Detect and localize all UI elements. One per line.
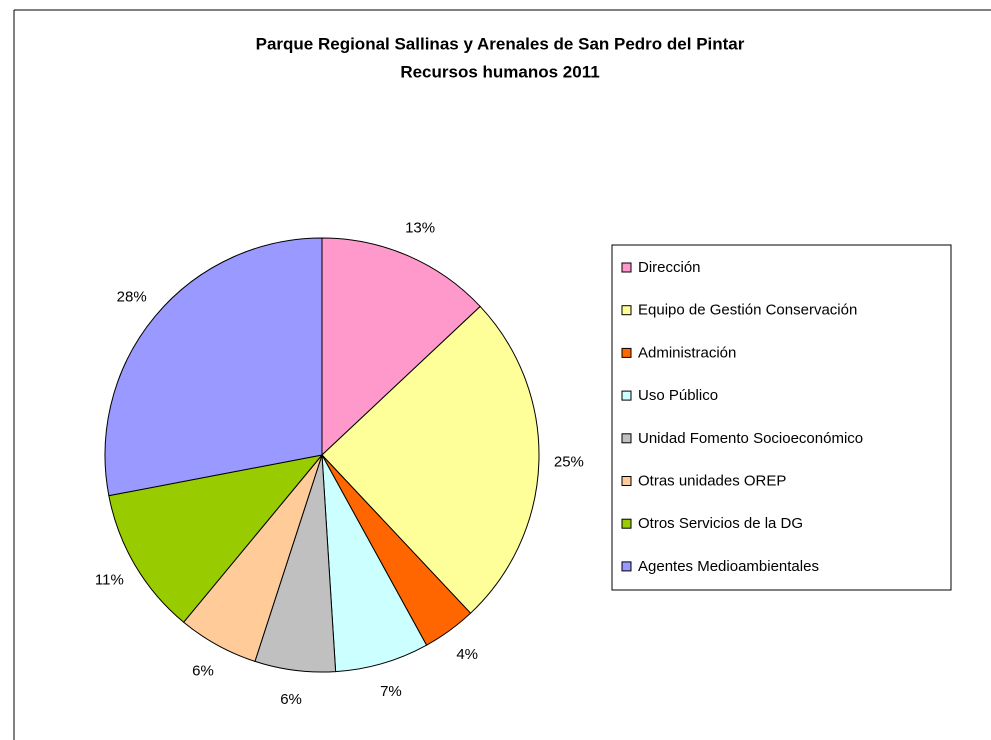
data-label: 11% [95,572,124,589]
legend-label: Agentes Medioambientales [638,558,819,575]
chart-subtitle: Recursos humanos 2011 [400,62,599,81]
legend-label: Equipo de Gestión Conservación [638,302,857,319]
legend-swatch [621,518,632,529]
data-label: 7% [380,683,402,700]
chart-title: Parque Regional Sallinas y Arenales de S… [256,34,745,53]
legend-swatch [621,561,632,572]
data-label: 6% [192,662,214,679]
pie-slice [108,454,324,623]
pie-slice [321,237,481,457]
legend-swatch [621,433,632,444]
legend-label: Otros Servicios de la DG [638,515,803,532]
legend-label: Uso Público [638,387,718,404]
legend-swatch [621,305,632,316]
pie-slice [104,237,323,497]
legend-label: Otras unidades OREP [638,472,786,489]
legend-swatch [621,390,632,401]
legend-swatch [621,347,632,358]
legend-label: Unidad Fomento Socioeconómico [638,430,863,447]
data-label: 25% [554,454,584,471]
legend-swatch [621,476,632,486]
legend-box [611,244,952,591]
legend-swatch [621,262,632,273]
data-label: 6% [280,691,302,708]
legend-label: Dirección [638,259,701,276]
data-label: 13% [405,219,435,236]
legend-label: Administración [638,344,736,361]
data-label: 28% [117,289,147,306]
data-label: 4% [456,646,478,663]
pie-slice [321,305,540,614]
